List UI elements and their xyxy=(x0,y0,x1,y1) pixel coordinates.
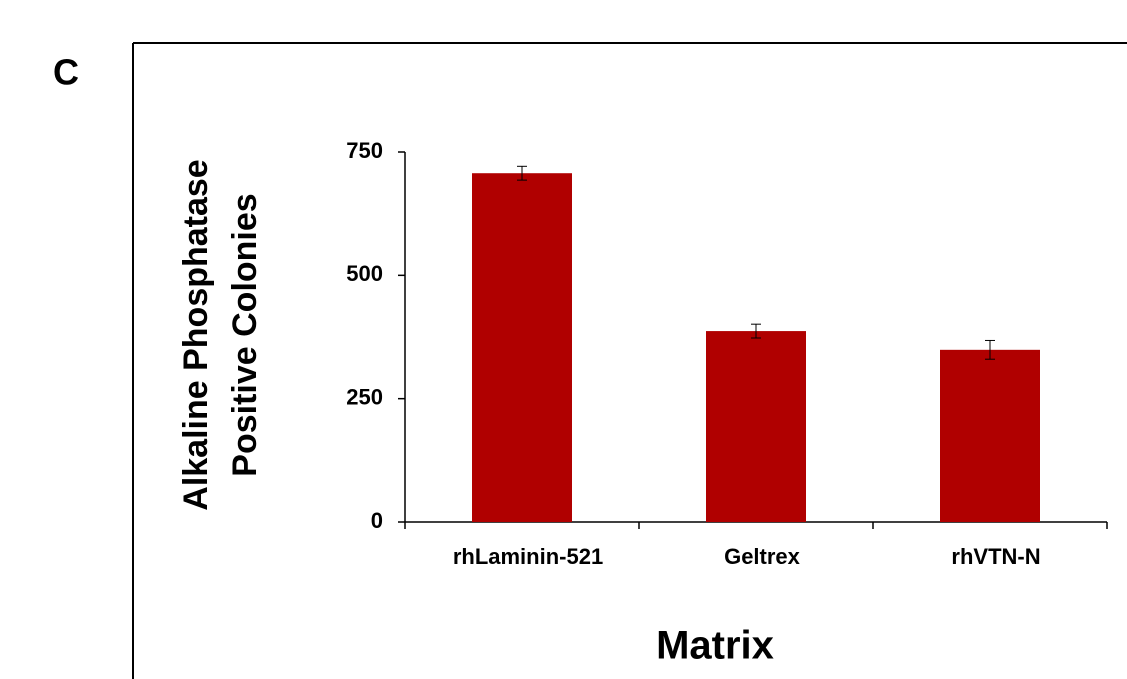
x-tick-label: rhVTN-N xyxy=(951,544,1040,569)
x-axis-label: Matrix xyxy=(656,624,774,668)
bar xyxy=(472,173,572,523)
y-tick-label: 250 xyxy=(346,384,383,409)
y-axis-label: Positive Colonies xyxy=(226,193,264,476)
x-tick-label: rhLaminin-521 xyxy=(453,544,603,569)
y-tick-label: 0 xyxy=(371,508,383,533)
y-axis-label: Alkaline Phosphatase xyxy=(177,159,215,510)
x-tick-label: Geltrex xyxy=(724,544,801,569)
panel-label: C xyxy=(53,52,79,93)
y-tick-label: 750 xyxy=(346,138,383,163)
bar xyxy=(706,331,806,522)
bar xyxy=(940,349,1040,522)
y-tick-label: 500 xyxy=(346,261,383,286)
